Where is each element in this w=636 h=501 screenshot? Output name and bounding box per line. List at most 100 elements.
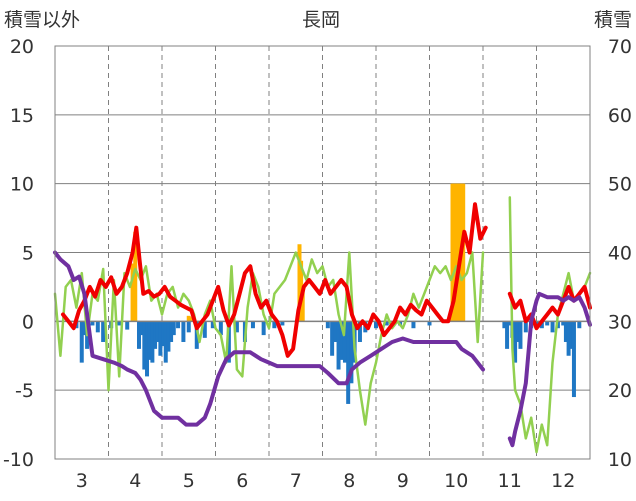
bar [186, 315, 191, 322]
right-axis-label: 積雪 [594, 9, 632, 31]
bar [117, 321, 122, 326]
bar [325, 321, 330, 329]
x-tick-label: 5 [183, 470, 195, 492]
bar [384, 321, 389, 326]
left-tick-label: 5 [22, 243, 34, 265]
x-tick-label: 11 [498, 470, 522, 492]
bar [461, 183, 466, 322]
bar [357, 321, 362, 342]
series-line [53, 250, 485, 427]
bar [333, 321, 338, 342]
series-line [61, 202, 488, 358]
bar [505, 321, 510, 349]
bar [349, 321, 354, 384]
bar [452, 183, 457, 322]
bar [272, 321, 277, 329]
bar [188, 317, 193, 322]
bar [166, 321, 171, 352]
bar [513, 321, 518, 363]
bar [571, 321, 576, 398]
bar [250, 321, 255, 329]
bar [133, 231, 138, 322]
bar [125, 321, 130, 330]
bar [147, 321, 152, 360]
lines-layer [53, 196, 592, 454]
x-tick-label: 8 [343, 470, 355, 492]
bar [130, 263, 135, 322]
bar [280, 321, 285, 326]
right-tick-label: 40 [608, 243, 632, 265]
left-tick-label: 20 [10, 36, 34, 58]
bar [507, 321, 512, 326]
right-tick-label: 60 [608, 105, 632, 127]
x-tick-label: 10 [444, 470, 468, 492]
bar [155, 321, 160, 342]
x-tick-label: 9 [397, 470, 409, 492]
bar [171, 321, 176, 336]
bar [427, 321, 432, 326]
left-axis-label: 積雪以外 [4, 9, 80, 31]
bar [153, 321, 158, 349]
bar [210, 321, 215, 329]
right-tick-label: 10 [608, 449, 632, 471]
bar [95, 321, 100, 333]
bar [523, 321, 528, 333]
bar [194, 321, 199, 349]
bar [79, 321, 84, 363]
bar [145, 321, 150, 377]
bar [90, 321, 95, 326]
bar [82, 321, 87, 336]
bar [563, 321, 568, 342]
bar [374, 321, 378, 329]
x-tick-label: 4 [129, 470, 141, 492]
x-tick-label: 6 [236, 470, 248, 492]
bar [561, 321, 566, 326]
x-tick-label: 12 [551, 470, 575, 492]
bar [339, 321, 344, 360]
bar [186, 321, 191, 333]
bar [176, 321, 181, 329]
bar [234, 321, 239, 333]
bar [411, 321, 416, 329]
bar [158, 321, 163, 356]
bar [161, 321, 166, 347]
bar [300, 286, 305, 322]
left-tick-label: -5 [15, 380, 34, 402]
bar [330, 321, 335, 356]
bar [218, 321, 223, 336]
bar [181, 321, 186, 342]
x-tick-label: 3 [76, 470, 88, 492]
bar [202, 321, 207, 338]
left-tick-label: -10 [3, 449, 34, 471]
right-tick-label: 50 [608, 174, 632, 196]
bar [226, 321, 231, 363]
bar [336, 321, 341, 370]
bar [518, 321, 523, 349]
bar [569, 321, 574, 349]
right-tick-label: 20 [608, 380, 632, 402]
bar [163, 321, 168, 363]
left-tick-label: 15 [10, 105, 34, 127]
x-tick-label: 7 [290, 470, 302, 492]
right-tick-label: 70 [608, 36, 632, 58]
bar [550, 321, 555, 333]
bar [342, 321, 347, 363]
bar [515, 321, 520, 342]
left-tick-label: 10 [10, 174, 34, 196]
bar [346, 321, 351, 404]
bar [261, 321, 266, 336]
labels-layer: -10 10 -5 20 0 30 5 40 10 50 15 60 20 70 3 4 5 6 7 8 9 10 11 12 [3, 36, 632, 492]
series-line [507, 291, 592, 448]
bar [545, 321, 550, 326]
bar [150, 321, 155, 363]
bar [566, 321, 571, 356]
bar [139, 321, 144, 336]
bar [142, 321, 147, 370]
bar [169, 321, 174, 342]
bar [136, 321, 141, 349]
bar [539, 321, 544, 329]
plot-border [54, 45, 591, 460]
left-tick-label: 0 [22, 311, 34, 333]
bar [502, 321, 507, 329]
